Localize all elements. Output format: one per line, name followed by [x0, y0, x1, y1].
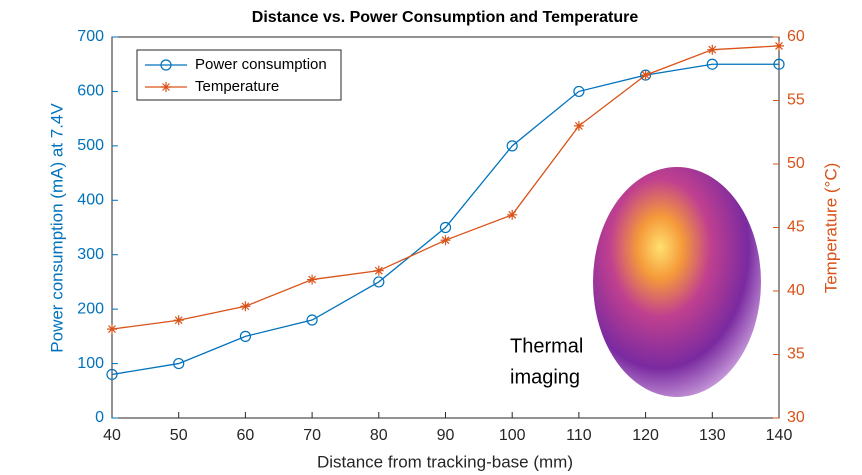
y-tick-label: 600 [77, 83, 104, 100]
x-tick-label: 60 [237, 427, 255, 444]
point [707, 44, 718, 55]
point [439, 221, 452, 234]
point [373, 265, 384, 276]
point [173, 315, 184, 326]
y2-tick-label: 60 [787, 28, 805, 45]
point [173, 357, 185, 370]
y-axis-label: Power consumption (mA) at 7.4V [47, 103, 66, 353]
point [373, 276, 385, 288]
point [640, 70, 651, 81]
x-axis-label: Distance from tracking-base (mm) [317, 452, 573, 471]
y-tick-label: 100 [77, 355, 104, 372]
x-tick-label: 70 [303, 427, 321, 444]
y2-tick-label: 35 [787, 346, 805, 363]
y2-tick-label: 40 [787, 282, 805, 299]
x-tick-label: 120 [632, 427, 659, 444]
point [161, 82, 171, 92]
y-tick-label: 400 [77, 192, 104, 209]
point [160, 59, 172, 71]
point [239, 330, 251, 342]
y-tick-label: 500 [77, 137, 104, 154]
x-tick-label: 110 [566, 427, 592, 444]
y2-tick-label: 30 [787, 409, 805, 426]
point [507, 209, 518, 220]
legend-box [136, 49, 342, 101]
y2-axis-label: Temperature (°C) [821, 163, 840, 294]
x-tick-label: 100 [499, 427, 526, 444]
y2-tick-label: 45 [787, 219, 805, 236]
annotation: imaging [510, 366, 580, 388]
x-tick-label: 90 [437, 427, 455, 444]
point [440, 235, 451, 246]
point [774, 40, 784, 51]
point [240, 301, 251, 312]
point [773, 58, 785, 70]
chart-title: Distance vs. Power Consumption and Tempe… [252, 9, 639, 26]
x-tick-label: 50 [170, 427, 188, 444]
y-tick-label: 700 [77, 28, 104, 45]
point [706, 58, 718, 70]
point [506, 140, 518, 152]
point [106, 368, 118, 381]
x-tick-label: 40 [103, 427, 121, 444]
y-tick-label: 200 [77, 300, 104, 317]
x-tick-label: 130 [699, 427, 726, 444]
annotation: Thermal [510, 335, 583, 357]
point [306, 314, 318, 326]
thermal-image [593, 167, 761, 397]
series-line [111, 63, 779, 376]
point [107, 324, 117, 335]
x-tick-label: 140 [766, 427, 793, 444]
y2-tick-label: 50 [787, 155, 805, 172]
point [573, 85, 585, 98]
legend-label: Temperature [195, 78, 279, 95]
y-tick-label: 300 [77, 246, 104, 263]
point [307, 274, 318, 285]
legend-label: Power consumption [195, 56, 327, 73]
y2-tick-label: 55 [787, 92, 805, 109]
point [573, 120, 584, 131]
x-tick-label: 80 [370, 427, 388, 444]
y-tick-label: 0 [95, 409, 104, 426]
